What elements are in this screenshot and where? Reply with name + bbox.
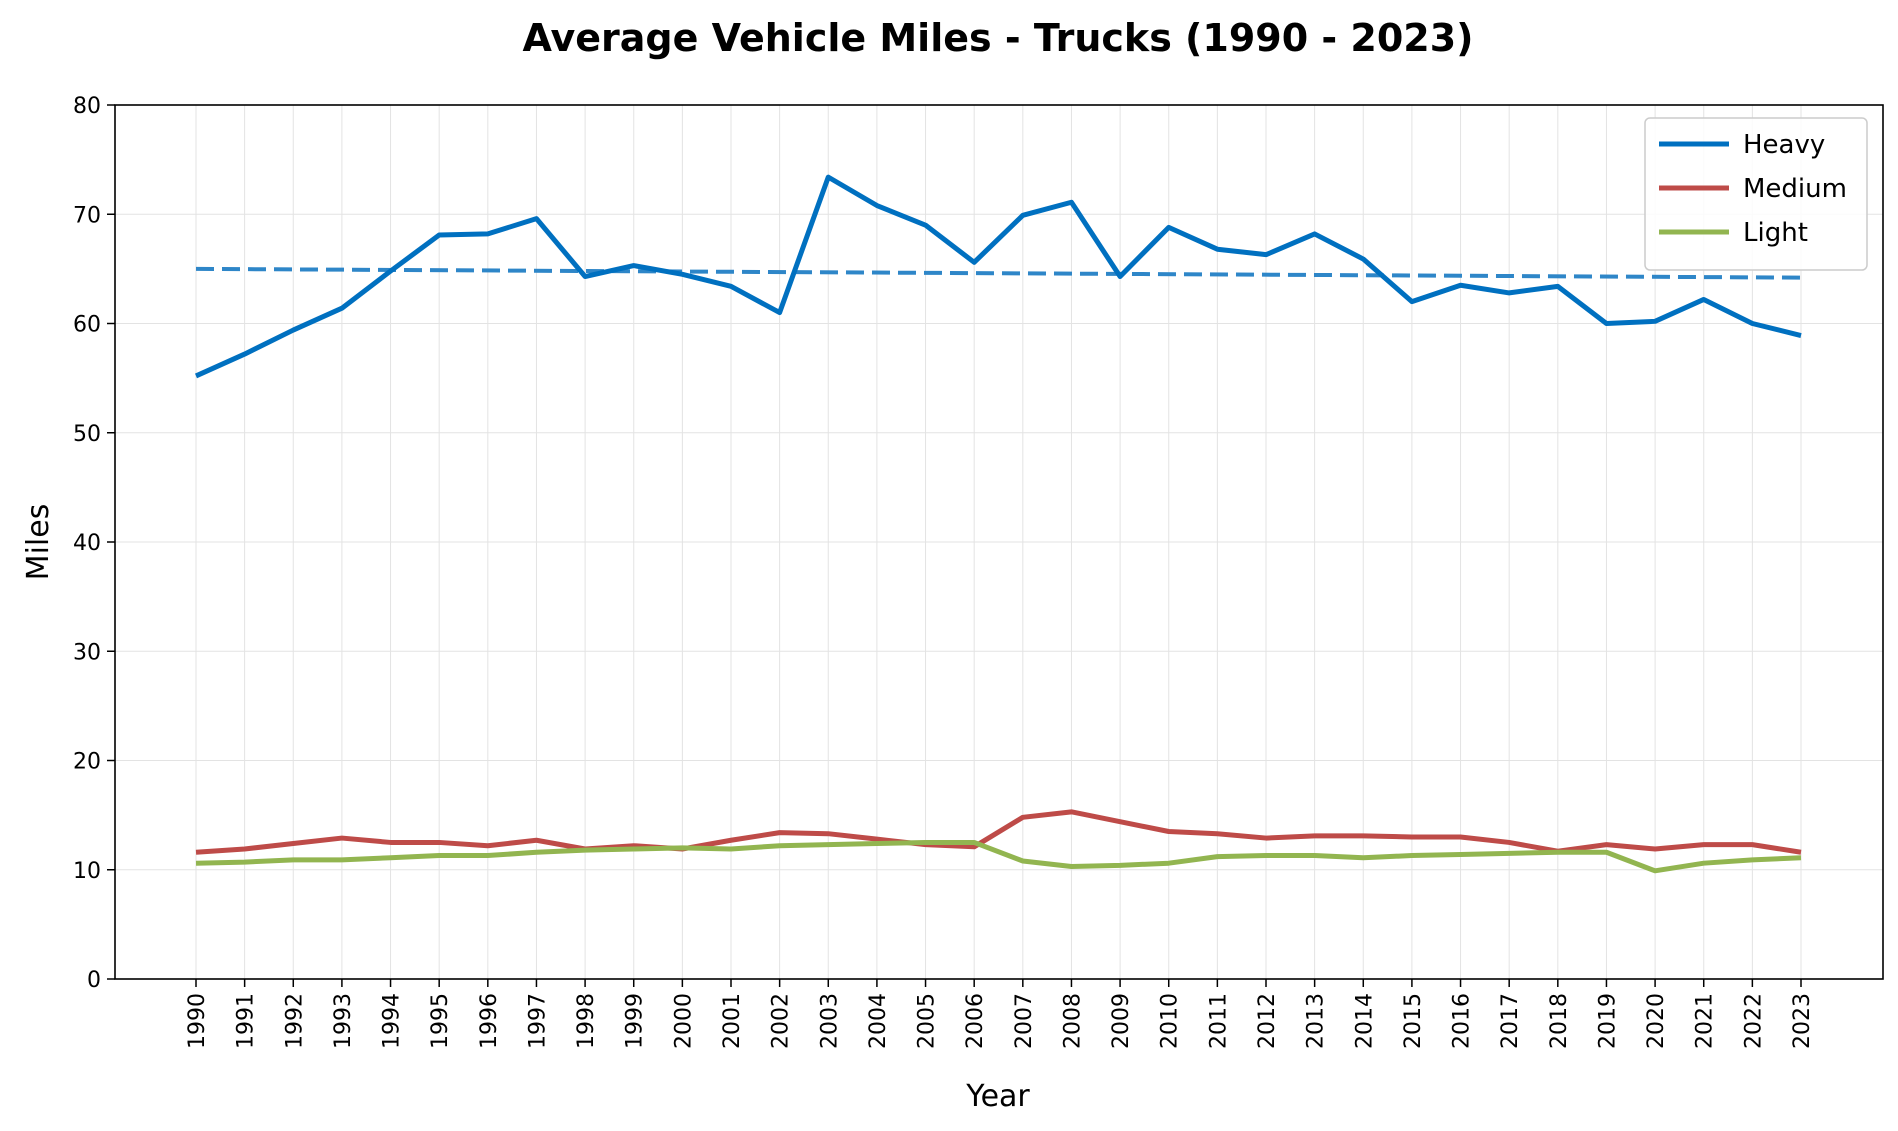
- x-tick-label: 2008: [1060, 993, 1085, 1049]
- plot-lines: [194, 174, 1802, 874]
- x-tick-label: 1990: [185, 993, 210, 1049]
- y-tick-label: 0: [87, 968, 101, 993]
- x-tick-label: 2023: [1790, 993, 1815, 1049]
- x-tick-label: 1996: [477, 993, 502, 1049]
- x-tick-label: 1998: [574, 993, 599, 1049]
- x-axis: 1990 1991 1992 1993 1994 1995 1996 1997 1998 1999…: [185, 979, 1815, 1049]
- y-tick-label: 30: [73, 640, 101, 665]
- x-tick-label: 2016: [1450, 993, 1475, 1049]
- x-tick-label: 1993: [331, 993, 356, 1049]
- x-tick-label: 2019: [1595, 993, 1620, 1049]
- series-line-medium: [195, 809, 1802, 855]
- series-line-heavy: [194, 174, 1802, 379]
- y-axis-label: Miles: [21, 504, 56, 581]
- x-tick-label: 2006: [963, 993, 988, 1049]
- x-tick-label: 2004: [866, 993, 891, 1049]
- legend: Heavy Medium Light: [1644, 117, 1868, 271]
- y-tick-label: 40: [73, 531, 101, 556]
- legend-label: Medium: [1743, 174, 1847, 204]
- series-line-light: [195, 839, 1802, 874]
- x-tick-label: 2007: [1012, 993, 1037, 1049]
- x-tick-label: 2021: [1693, 993, 1718, 1049]
- x-tick-label: 2010: [1158, 993, 1183, 1049]
- x-tick-label: 1997: [525, 993, 550, 1049]
- x-axis-label: Year: [965, 1079, 1030, 1114]
- x-tick-label: 2020: [1644, 993, 1669, 1049]
- x-tick-label: 2017: [1498, 993, 1523, 1049]
- x-tick-label: 2001: [720, 993, 745, 1049]
- trend-line-heavy: [195, 266, 1802, 280]
- legend-label: Heavy: [1743, 130, 1825, 160]
- y-tick-label: 70: [73, 203, 101, 228]
- y-tick-label: 20: [73, 750, 101, 775]
- x-tick-label: 2005: [915, 993, 940, 1049]
- x-tick-label: 1994: [380, 993, 405, 1049]
- x-tick-label: 2000: [671, 993, 696, 1049]
- x-tick-label: 1992: [282, 993, 307, 1049]
- x-tick-label: 2009: [1109, 993, 1134, 1049]
- x-tick-label: 1991: [234, 993, 259, 1049]
- y-tick-label: 50: [73, 422, 101, 447]
- y-tick-label: 10: [73, 859, 101, 884]
- chart-title: Average Vehicle Miles - Trucks (1990 - 2…: [522, 16, 1473, 60]
- x-tick-label: 2011: [1206, 993, 1231, 1049]
- x-tick-label: 2013: [1304, 993, 1329, 1049]
- x-tick-label: 2022: [1741, 993, 1766, 1049]
- x-tick-label: 2012: [1255, 993, 1280, 1049]
- x-tick-label: 2014: [1352, 993, 1377, 1049]
- legend-label: Light: [1743, 218, 1808, 248]
- y-tick-label: 60: [73, 313, 101, 338]
- x-tick-label: 2018: [1547, 993, 1572, 1049]
- x-tick-label: 2015: [1401, 993, 1426, 1049]
- x-tick-label: 1995: [428, 993, 453, 1049]
- x-tick-label: 1999: [623, 993, 648, 1049]
- x-tick-label: 2003: [817, 993, 842, 1049]
- y-tick-label: 80: [73, 94, 101, 119]
- y-axis: 0 10 20 30 40 50 60 70 80: [73, 94, 115, 993]
- x-tick-label: 2002: [769, 993, 794, 1049]
